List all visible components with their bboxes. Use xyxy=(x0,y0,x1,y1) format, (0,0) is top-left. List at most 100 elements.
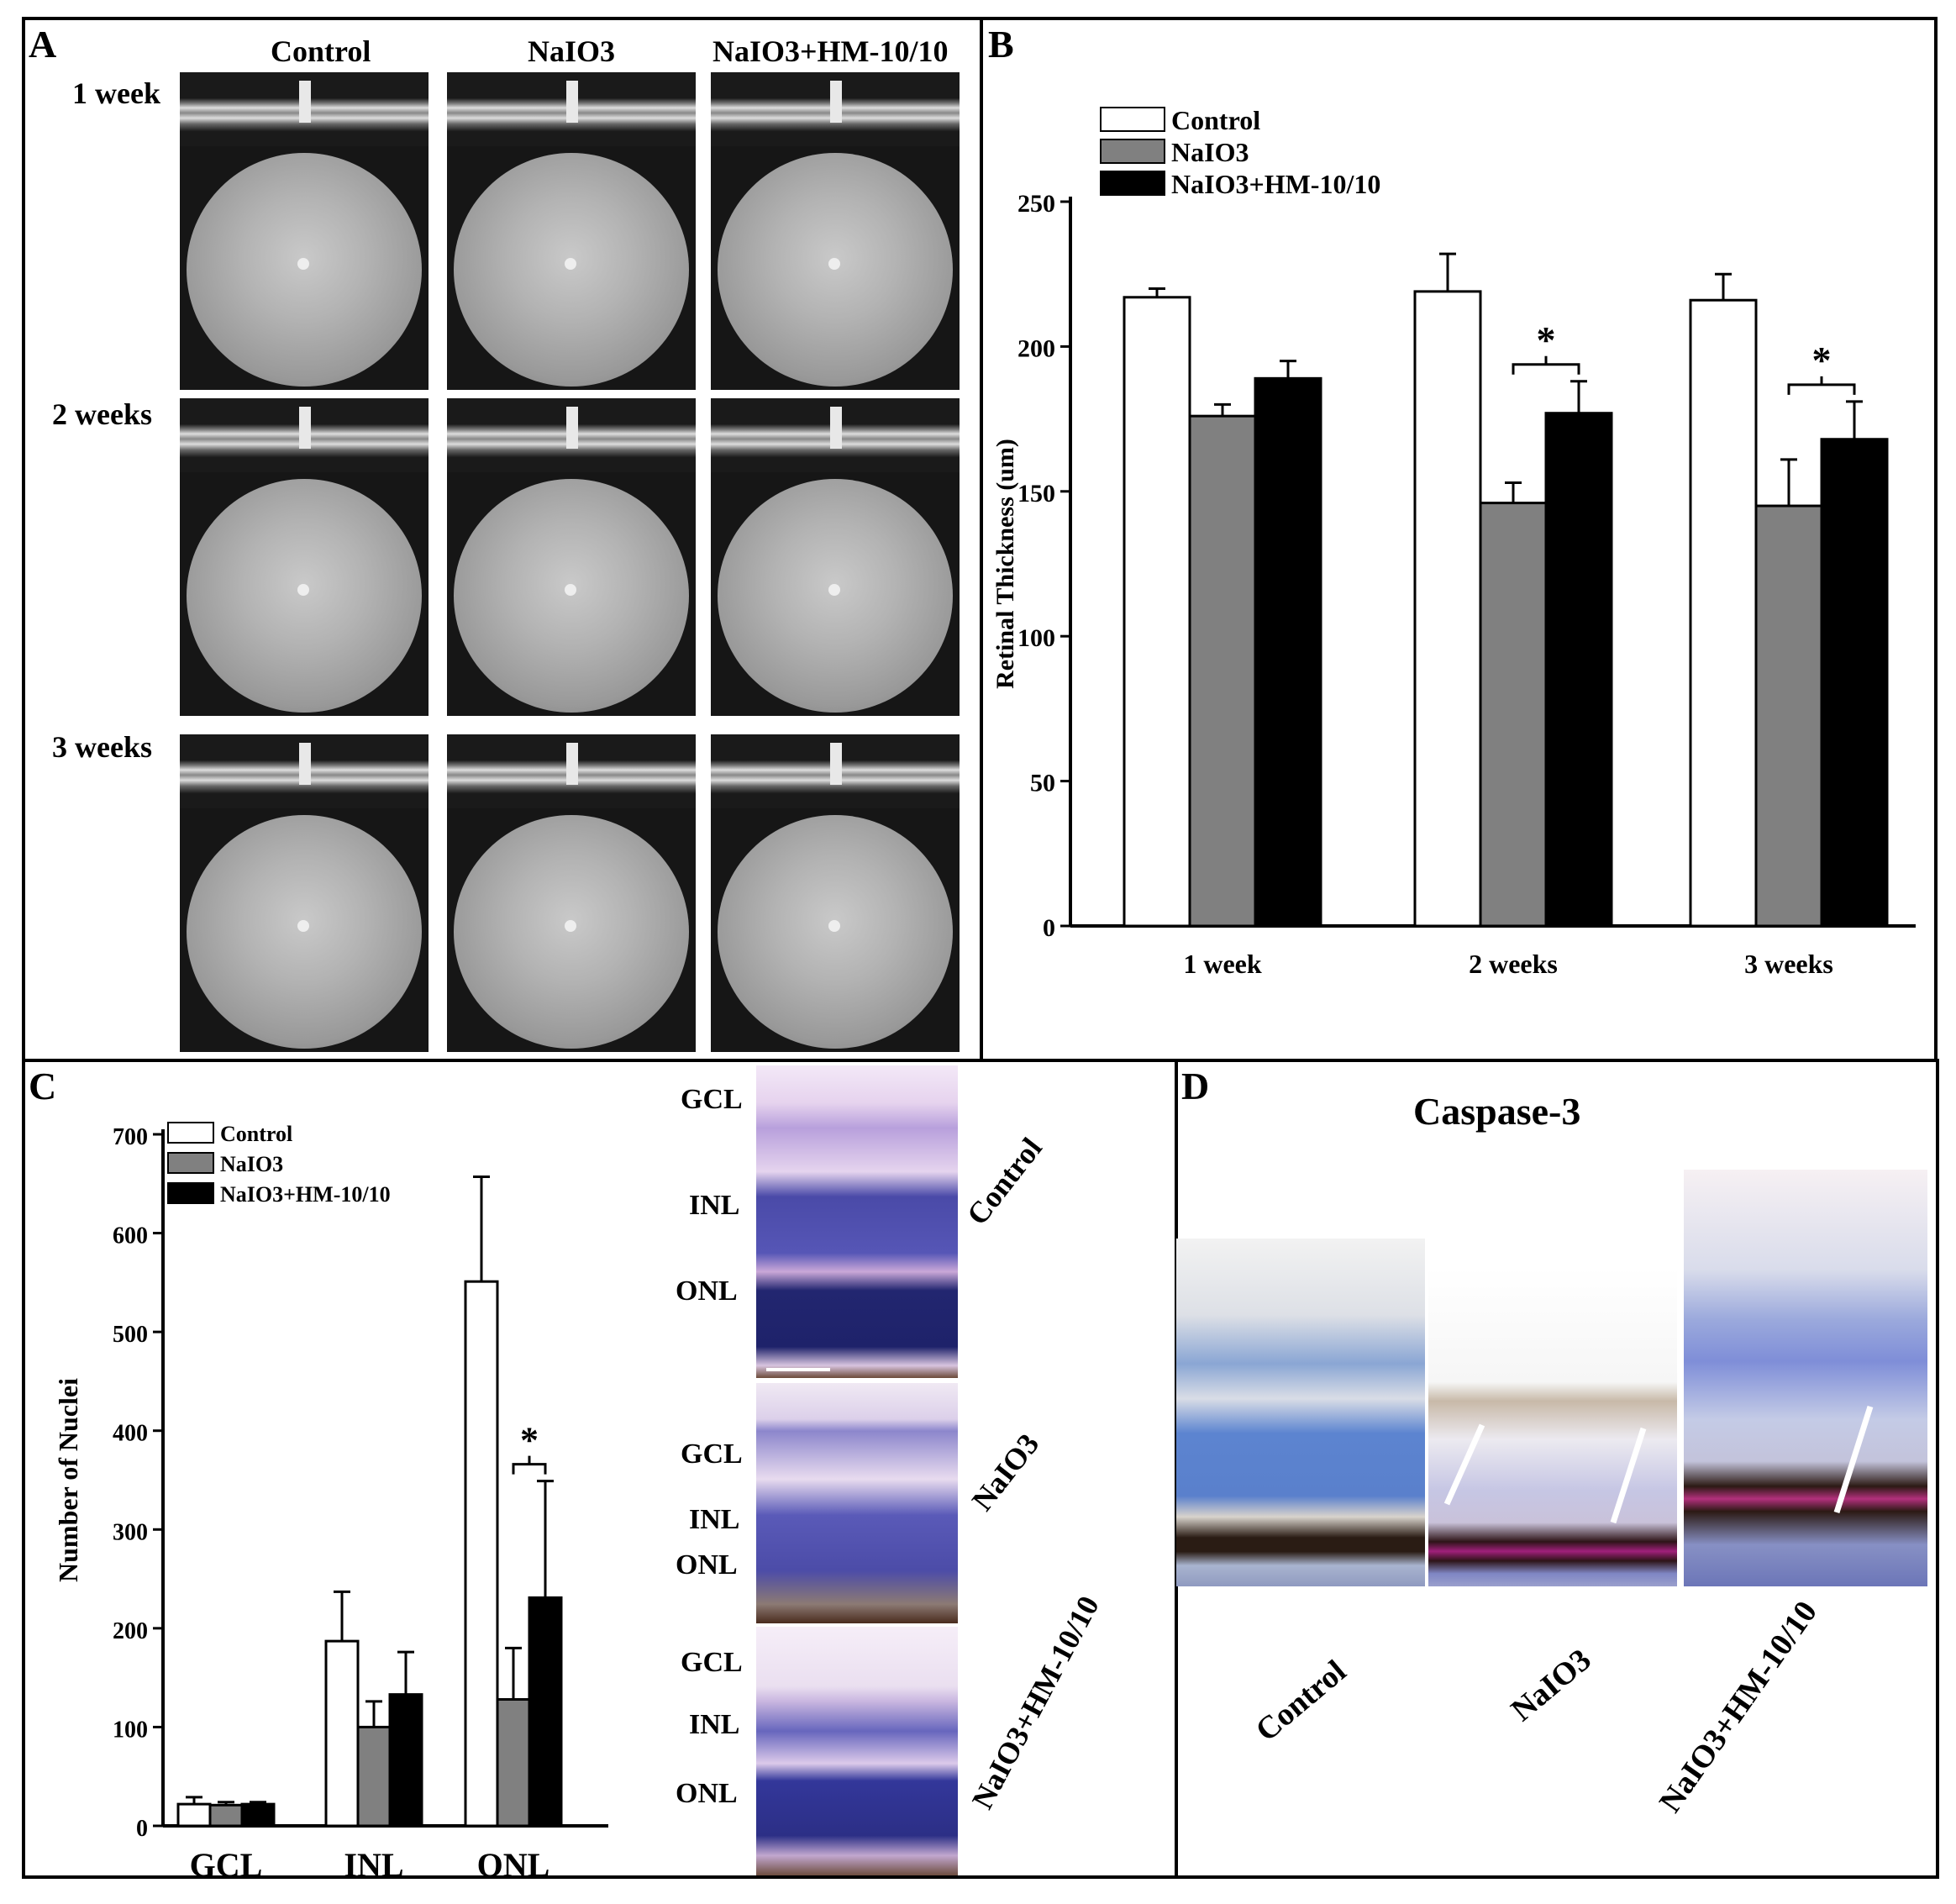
col-label-control: Control xyxy=(271,34,371,68)
y-tick-label: 500 xyxy=(113,1322,148,1348)
y-tick-label: 250 xyxy=(1017,190,1055,218)
nuclei-bar-chart: 0 100 200 300 400 500 600 700 Number of Nuclei GC… xyxy=(53,1122,608,1879)
x-tick-label: 2 weeks xyxy=(1469,949,1558,979)
legend-swatch-1 xyxy=(1100,139,1165,164)
bar-naio3-hm-10-10-0 xyxy=(1254,376,1322,928)
thickness-bar-chart: 0 50 100 150 200 250 Retinal Thickness (um) 1 w… xyxy=(991,105,1916,979)
significance-bracket xyxy=(1512,355,1580,375)
row-label-1-week: 1 week xyxy=(72,76,160,110)
x-tick-label: INL xyxy=(344,1846,403,1879)
y-tick-label: 100 xyxy=(113,1717,148,1743)
oct-image-r1-c1 xyxy=(180,72,429,390)
legend-label-0: Control xyxy=(220,1122,292,1146)
oct-bscan xyxy=(180,72,429,146)
arrow-naio3-right xyxy=(1610,1427,1647,1524)
row-label-3-weeks: 3 weeks xyxy=(52,730,152,764)
oct-fundus xyxy=(454,479,689,713)
panel-c-label: C xyxy=(29,1065,57,1107)
significance-star: * xyxy=(1812,339,1832,381)
legend-label-1: NaIO3 xyxy=(220,1152,283,1176)
panel-b-label: B xyxy=(988,23,1014,66)
oct-fundus xyxy=(718,479,953,713)
y-tick-label: 400 xyxy=(113,1421,148,1447)
section-label-onl-2: ONL xyxy=(676,1549,738,1581)
oct-bscan xyxy=(447,734,696,808)
oct-fundus xyxy=(187,815,422,1049)
oct-bscan xyxy=(180,398,429,472)
oct-bscan xyxy=(180,734,429,808)
bar-naio3-hm-10-10-1 xyxy=(1544,412,1613,928)
oct-image-r3-c2 xyxy=(447,734,696,1052)
oct-fundus xyxy=(454,153,689,387)
oct-fundus xyxy=(718,815,953,1049)
oct-fundus xyxy=(454,815,689,1049)
legend-label-0: Control xyxy=(1171,105,1260,135)
oct-image-r2-c1 xyxy=(180,398,429,716)
legend-swatch-2 xyxy=(1100,171,1165,196)
bar-naio3-hm-10-10-1 xyxy=(388,1693,423,1828)
caspase-image-naio3 xyxy=(1428,1267,1677,1586)
significance-bracket xyxy=(1787,376,1856,395)
oct-bscan xyxy=(447,72,696,146)
section-label-gcl-1: GCL xyxy=(681,1084,743,1115)
caspase-image-hm xyxy=(1684,1170,1927,1586)
y-tick-label: 600 xyxy=(113,1223,148,1249)
y-tick-label: 0 xyxy=(1043,914,1055,942)
x-tick-label: GCL xyxy=(190,1846,263,1879)
histology-hm xyxy=(756,1627,958,1875)
legend-label-2: NaIO3+HM-10/10 xyxy=(220,1182,391,1207)
oct-image-r3-c1 xyxy=(180,734,429,1052)
y-tick-label: 200 xyxy=(1017,334,1055,362)
section-label-inl-1: INL xyxy=(689,1190,740,1221)
oct-image-r1-c2 xyxy=(447,72,696,390)
histology-naio3 xyxy=(756,1383,958,1623)
x-tick-label: 1 week xyxy=(1183,949,1262,979)
y-tick-label: 0 xyxy=(136,1816,148,1842)
section-label-gcl-3: GCL xyxy=(681,1647,743,1678)
bar-control-2 xyxy=(464,1280,499,1828)
y-tick-label: 50 xyxy=(1030,770,1055,797)
oct-bscan xyxy=(711,734,960,808)
caspase-title: Caspase-3 xyxy=(1413,1090,1581,1133)
panel-a-label: A xyxy=(29,23,57,66)
section-label-inl-3: INL xyxy=(689,1709,740,1740)
oct-bscan xyxy=(711,72,960,146)
section-label-gcl-2: GCL xyxy=(681,1439,743,1470)
oct-bscan xyxy=(711,398,960,472)
significance-star: * xyxy=(1537,318,1556,361)
section-label-onl-1: ONL xyxy=(676,1275,738,1307)
y-tick-label: 700 xyxy=(113,1124,148,1150)
x-tick-label: ONL xyxy=(477,1846,550,1879)
oct-fundus xyxy=(187,153,422,387)
legend-swatch-0 xyxy=(167,1122,214,1144)
oct-image-r2-c2 xyxy=(447,398,696,716)
significance-bracket xyxy=(512,1455,547,1475)
bar-naio3-2 xyxy=(1754,504,1823,928)
panel-d-label: D xyxy=(1181,1065,1210,1107)
section-label-inl-2: INL xyxy=(689,1504,740,1535)
oct-fundus xyxy=(718,153,953,387)
oct-fundus xyxy=(187,479,422,713)
col-label-naio3: NaIO3 xyxy=(528,34,616,68)
legend-label-2: NaIO3+HM-10/10 xyxy=(1171,169,1380,199)
section-label-onl-3: ONL xyxy=(676,1778,738,1809)
histology-control xyxy=(756,1065,958,1378)
y-axis-label: Number of Nuclei xyxy=(53,1378,83,1582)
oct-image-r1-c3 xyxy=(711,72,960,390)
arrow-naio3-left xyxy=(1443,1423,1485,1506)
legend-swatch-1 xyxy=(167,1152,214,1174)
legend-swatch-2 xyxy=(167,1182,214,1204)
y-tick-label: 100 xyxy=(1017,624,1055,652)
scale-bar xyxy=(766,1368,830,1371)
x-tick-label: 3 weeks xyxy=(1744,949,1833,979)
legend-label-1: NaIO3 xyxy=(1171,137,1249,167)
oct-bscan xyxy=(447,398,696,472)
legend-swatch-0 xyxy=(1100,107,1165,132)
y-tick-label: 200 xyxy=(113,1618,148,1644)
caspase-image-control xyxy=(1176,1239,1425,1586)
arrow-hm xyxy=(1833,1405,1874,1514)
col-label-hm: NaIO3+HM-10/10 xyxy=(712,34,949,68)
oct-image-r3-c3 xyxy=(711,734,960,1052)
significance-star: * xyxy=(520,1420,539,1461)
